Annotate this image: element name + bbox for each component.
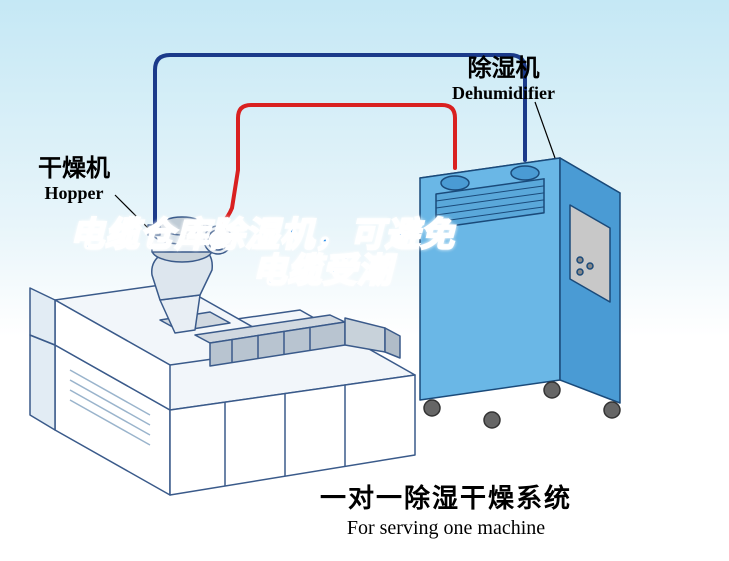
headline-line1: 电缆仓库除湿机，可避免 (70, 216, 455, 254)
hopper-label: 干燥机 Hopper (38, 148, 110, 204)
headline-line2: 电缆受潮 (190, 254, 455, 290)
dehumidifier-unit (420, 158, 620, 428)
headline-overlay: 电缆仓库除湿机，可避免 电缆受潮 (70, 218, 455, 289)
hopper-label-cn: 干燥机 (38, 148, 110, 183)
system-label-cn: 一对一除湿干燥系统 (320, 478, 572, 515)
dehumidifier-label-en: Dehumidifier (452, 83, 555, 104)
dehumidifier-label-cn: 除湿机 (452, 48, 555, 83)
dehumidifier-label: 除湿机 Dehumidifier (452, 48, 555, 104)
hopper-label-en: Hopper (38, 183, 110, 204)
system-label: 一对一除湿干燥系统 For serving one machine (320, 478, 572, 540)
system-label-en: For serving one machine (320, 517, 572, 540)
